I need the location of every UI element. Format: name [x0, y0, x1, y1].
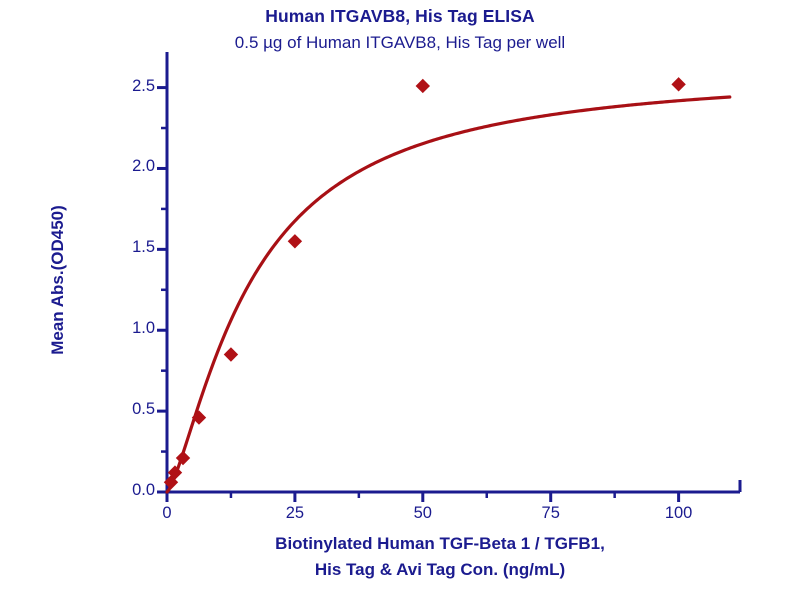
fit-curve	[165, 95, 732, 494]
data-point-marker	[287, 234, 303, 249]
data-point-marker	[415, 78, 431, 94]
data-point-marker	[223, 347, 239, 362]
x-tick-label: 0	[162, 504, 172, 522]
x-axis-ticks	[165, 492, 681, 502]
data-point-markers	[163, 77, 686, 490]
data-point-marker	[167, 465, 183, 480]
y-tick-label: 0.5	[132, 400, 155, 419]
y-axis-title: Mean Abs.(OD450)	[48, 205, 67, 355]
x-tick-label: 100	[664, 504, 693, 522]
y-axis-ticks	[157, 86, 167, 494]
x-tick-label: 75	[541, 504, 560, 522]
x-axis-title-line1: Biotinylated Human TGF-Beta 1 / TGFB1,	[275, 534, 605, 553]
y-tick-label: 2.5	[132, 76, 155, 95]
data-point-marker	[671, 77, 686, 92]
y-tick-label: 1.5	[132, 238, 155, 257]
x-tick-label: 25	[285, 504, 305, 522]
x-axis-title-line2: His Tag & Avi Tag Con. (ng/mL)	[314, 560, 566, 580]
y-tick-label: 1.0	[132, 319, 155, 338]
y-tick-label: 0.0	[132, 481, 155, 499]
data-point-marker	[163, 475, 179, 490]
data-point-marker	[175, 450, 191, 466]
x-axis-title: Biotinylated Human TGF-Beta 1 / TGFB1, H…	[110, 531, 770, 584]
y-tick-label: 2.0	[132, 157, 155, 176]
x-tick-label: 50	[413, 504, 432, 522]
data-point-marker	[191, 410, 207, 425]
